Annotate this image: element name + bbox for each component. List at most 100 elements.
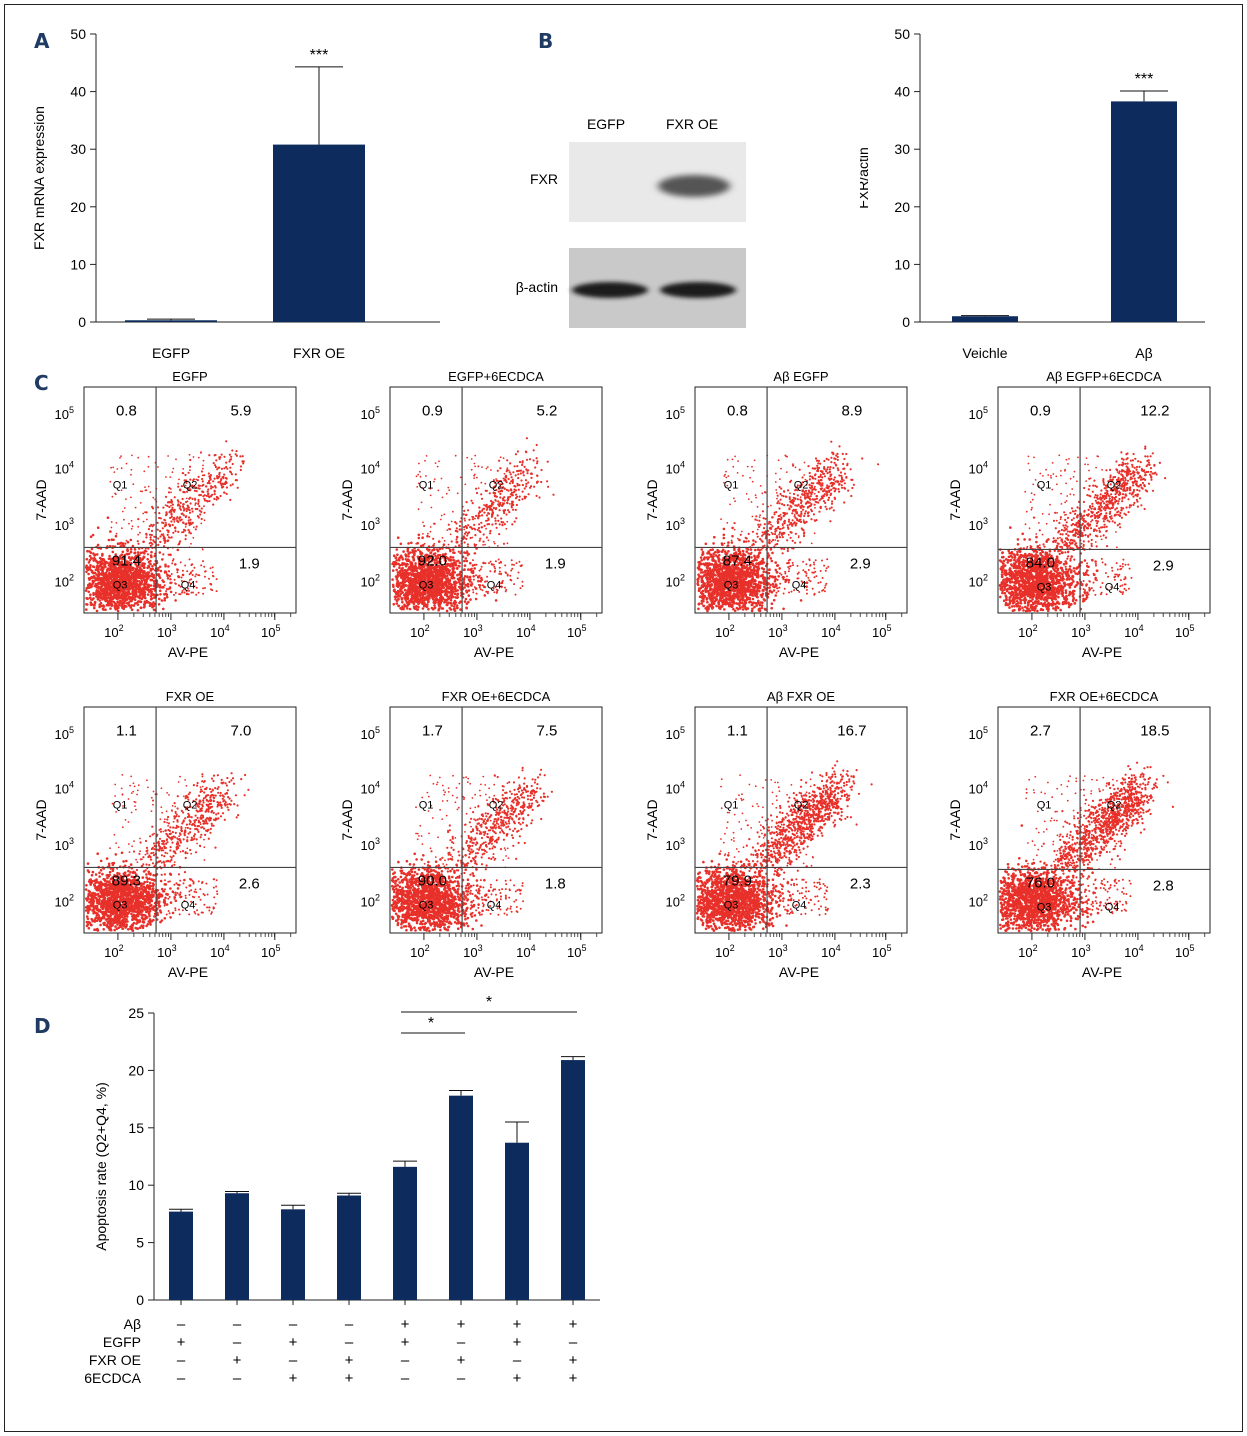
blot-band-actin-fxr-oe [660,282,736,298]
condition-marker: – [401,1370,410,1387]
condition-marker: – [401,1352,410,1369]
y-tick-label: 25 [128,1005,144,1021]
y-tick-label: 105 [55,405,74,422]
significance-label: * [486,995,492,1011]
quadrant-label-q3: Q3 [724,579,739,591]
quadrant-percent-q3: 92.0 [418,552,447,569]
quadrant-label-q3: Q3 [113,899,128,911]
condition-marker: + [457,1352,466,1369]
panel-d-chart: D 0 5 10 15 20 25 Apoptosis rate (Q2+Q4, %) * * A… [34,995,600,1387]
condition-marker: + [569,1370,578,1387]
y-tick-label: 104 [361,459,380,476]
quadrant-percent-q3: 90.0 [418,872,447,889]
x-tick-label: 103 [463,623,482,640]
x-tick-label: 105 [872,623,891,640]
significance-label: *** [310,47,329,64]
quadrant-percent-q4: 1.9 [545,555,566,572]
y-axis-label: 7-AAD [644,799,660,840]
y-tick-label: 0 [78,314,86,330]
western-blot: EGFP FXR OE FXR β-actin [516,116,746,328]
panel-a-chart: A 0 10 20 30 40 50 FXR mRNA expression EGFP FXR … [31,26,440,361]
blot-lane-label-fxr-oe: FXR OE [666,116,718,132]
condition-marker: – [345,1316,354,1333]
quadrant-percent-q1: 0.9 [422,403,443,420]
y-tick-label: 103 [666,516,685,533]
y-tick-label: 105 [55,725,74,742]
x-tick-label: 105 [1175,623,1194,640]
y-tick-label: 105 [666,405,685,422]
y-tick-label: 104 [969,459,988,476]
condition-marker: – [513,1352,522,1369]
y-tick-label: 30 [70,141,86,157]
condition-label: 6ECDCA [84,1370,141,1386]
quadrant-label-q1: Q1 [113,800,128,812]
x-tick-label: 102 [410,943,429,960]
condition-marker: + [401,1334,410,1351]
condition-marker: – [289,1352,298,1369]
y-axis-label: 7-AAD [947,799,963,840]
y-tick-label: 104 [666,779,685,796]
y-tick-label: 105 [361,405,380,422]
y-tick-label: 104 [361,779,380,796]
condition-marker: – [233,1316,242,1333]
condition-marker: + [513,1370,522,1387]
figure-frame [4,4,1243,1432]
blot-lane-label-egfp: EGFP [587,116,625,132]
y-tick-label: 102 [666,572,685,589]
x-axis-label: AV-PE [168,644,208,660]
y-tick-label: 102 [361,572,380,589]
quadrant-percent-q3: 79.9 [723,872,752,889]
quadrant-label-q4: Q4 [1105,581,1120,593]
flow-plot: FXR OE+6ECDCA 1.7 7.5 90.0 1.8 Q1 Q2 Q3 Q4 102 103… [339,689,603,980]
y-tick-label: 102 [55,892,74,909]
y-axis-label: 7-AAD [339,799,355,840]
y-tick-label: 103 [361,516,380,533]
condition-marker: + [233,1352,242,1369]
quadrant-label-q4: Q4 [792,579,807,591]
condition-label: EGFP [103,1334,141,1350]
quadrant-percent-q4: 2.3 [850,875,871,892]
bar [125,320,217,322]
quadrant-percent-q3: 87.4 [723,552,752,569]
condition-marker: – [233,1334,242,1351]
x-tick-label: 104 [1124,943,1143,960]
condition-marker: + [513,1334,522,1351]
y-tick-label: 105 [969,725,988,742]
y-tick-label: 0 [902,314,910,330]
blot-band-fxr [658,175,730,197]
flow-plot-title: EGFP [172,369,207,384]
y-tick-label: 105 [361,725,380,742]
quadrant-label-q1: Q1 [419,800,434,812]
flow-plot: Aβ EGFP+6ECDCA 0.9 12.2 84.0 2.9 Q1 Q2 Q3 Q4 102 1… [947,369,1211,660]
quadrant-label-q1: Q1 [419,480,434,492]
condition-marker: – [289,1316,298,1333]
y-tick-label: 40 [70,84,86,100]
quadrant-label-q3: Q3 [419,899,434,911]
x-tick-label: 103 [157,943,176,960]
bar [337,1195,361,1300]
condition-marker: + [289,1370,298,1387]
condition-marker: + [457,1316,466,1333]
quadrant-label-q2: Q2 [183,800,198,812]
quadrant-percent-q4: 1.8 [545,875,566,892]
x-tick-label: 103 [1071,943,1090,960]
x-tick-label: FXR OE [293,345,345,361]
x-tick-label: 102 [1018,623,1037,640]
condition-label: Aβ [124,1316,141,1332]
y-tick-label: 102 [361,892,380,909]
y-tick-label: 50 [70,26,86,42]
flow-plot: Aβ EGFP 0.8 8.9 87.4 2.9 Q1 Q2 Q3 Q4 102 103 104 105… [644,369,908,660]
flow-dots [695,760,873,933]
x-tick-label: Aβ [1135,345,1152,361]
quadrant-label-q2: Q2 [1107,480,1122,492]
quadrant-label-q1: Q1 [724,480,739,492]
y-tick-label: 103 [55,836,74,853]
quadrant-percent-q1: 0.8 [116,403,137,420]
y-tick-label: 50 [894,26,910,42]
bar [505,1142,529,1300]
y-tick-label: 15 [128,1120,144,1136]
flow-plot-title: EGFP+6ECDCA [448,369,544,384]
y-tick-label: 30 [894,141,910,157]
bar [952,316,1018,322]
condition-marker: + [177,1334,186,1351]
